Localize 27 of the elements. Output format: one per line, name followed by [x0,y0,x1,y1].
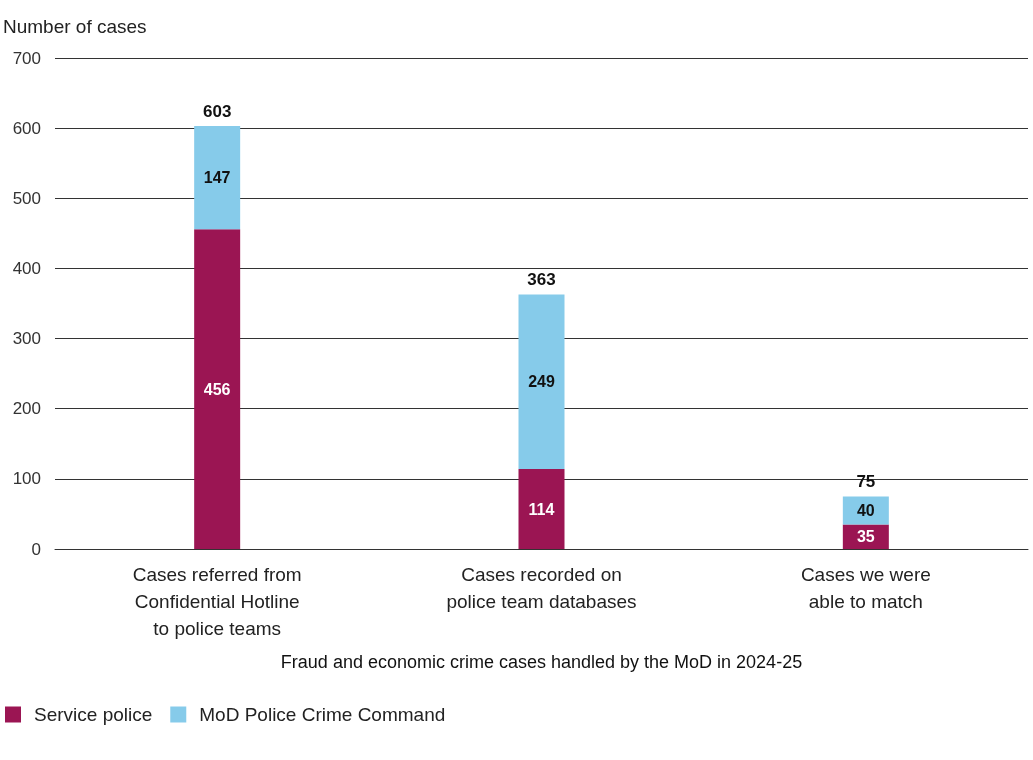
bar [518,469,565,549]
x-tick-label: Cases referred from Confidential Hotline to police teams [132,564,302,639]
y-tick-label: 400 [12,258,41,278]
x-axis-title: Fraud and economic crime cases handled by the MoD in 2024-25 [280,652,803,672]
total-label: 363 [527,270,556,290]
bar [194,229,241,549]
y-tick-label: 300 [12,329,41,349]
y-axis-title: Number of cases [3,16,147,37]
bar [194,126,241,230]
total-label: 603 [202,102,232,122]
y-tick-label: 700 [12,48,41,68]
y-tick-label: 600 [12,118,41,138]
y-tick-label: 0 [31,539,41,559]
data-label: 456 [203,380,231,398]
y-tick-label: 500 [12,188,41,208]
data-label: 114 [528,500,555,518]
data-label: 249 [528,373,555,391]
y-tick-label: 200 [12,399,41,419]
x-tick-label: Cases we were able to match [800,564,931,612]
y-tick-label: 100 [12,469,41,489]
data-label: 40 [856,501,875,519]
legend-label: MoD Police Crime Command [199,704,446,725]
data-label: 147 [203,169,231,187]
data-label: 35 [856,528,875,546]
x-tick-label: Cases recorded on police team databases [446,564,637,612]
bar [518,294,565,470]
legend-label: Service police [34,704,153,725]
